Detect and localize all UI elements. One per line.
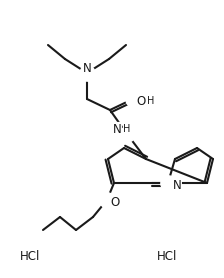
Text: O: O <box>110 195 120 208</box>
Text: N: N <box>173 178 181 192</box>
Text: N: N <box>113 123 121 135</box>
Text: H: H <box>123 124 131 134</box>
Text: N: N <box>83 61 91 75</box>
Text: HCl: HCl <box>20 250 40 264</box>
Text: O: O <box>136 95 146 108</box>
Text: H: H <box>147 96 155 106</box>
Text: HCl: HCl <box>157 250 177 264</box>
